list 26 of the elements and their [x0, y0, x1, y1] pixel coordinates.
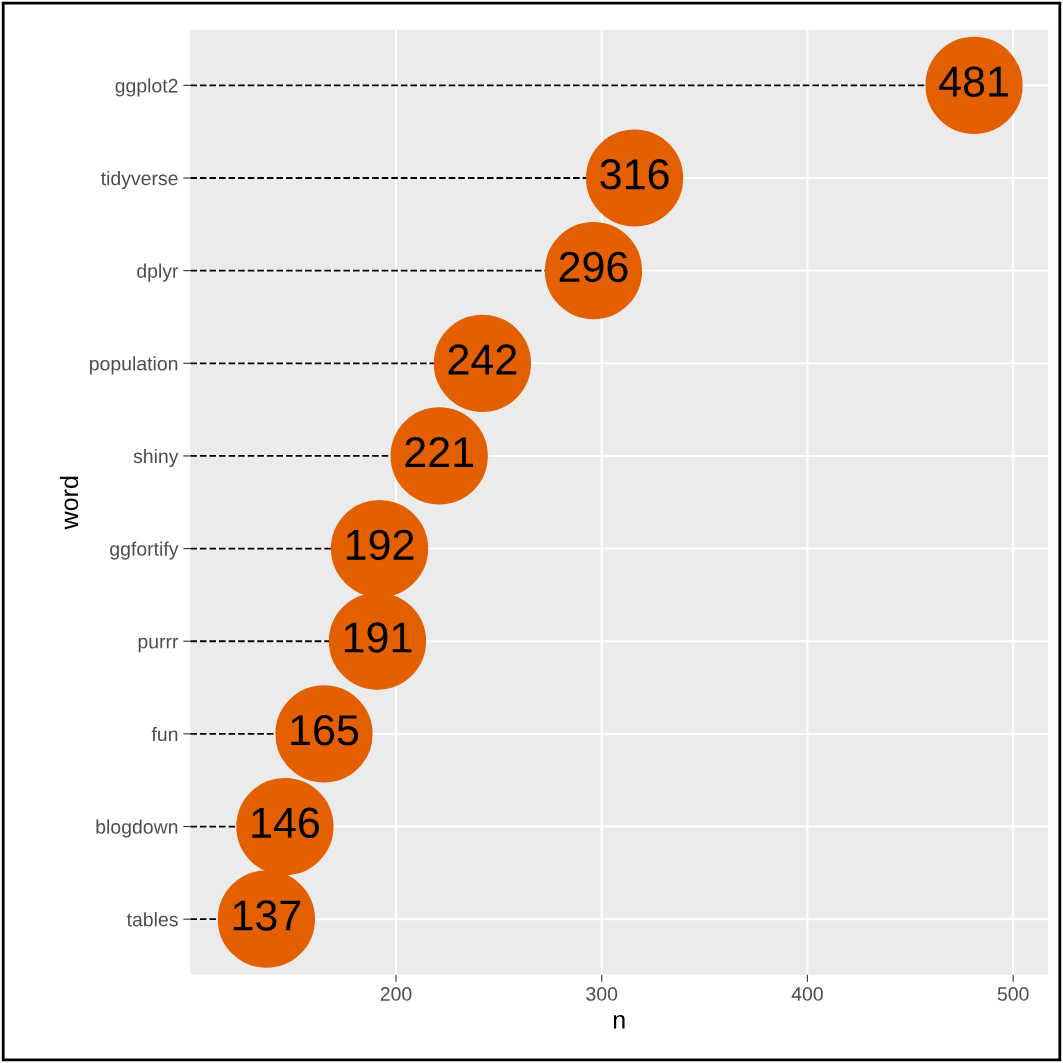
- data-label: 192: [346, 529, 414, 561]
- y-tick-label: population: [89, 356, 178, 375]
- y-tick-label: ggfortify: [110, 541, 179, 560]
- y-axis-title: word: [59, 476, 79, 530]
- data-label: 242: [448, 344, 517, 375]
- y-tick-label: purrr: [138, 637, 179, 653]
- y-tick-label: tidyverse: [100, 170, 178, 190]
- data-label: 191: [344, 622, 412, 653]
- x-tick-label: 500: [997, 987, 1029, 1001]
- x-tick-label: 400: [791, 987, 823, 1001]
- data-label: 221: [405, 437, 474, 468]
- y-tick-label: tables: [126, 912, 178, 927]
- y-tick-label: ggplot2: [115, 78, 178, 97]
- x-axis-title: n: [613, 1014, 625, 1029]
- data-label: 165: [291, 714, 359, 746]
- data-label: 296: [559, 251, 628, 283]
- data-label: 137: [233, 900, 301, 931]
- y-tick-label: dplyr: [137, 263, 179, 282]
- data-label: 481: [939, 66, 1008, 97]
- x-tick-label: 200: [380, 987, 412, 1001]
- data-label: 146: [252, 807, 319, 839]
- y-tick-label: fun: [151, 726, 178, 742]
- data-label: 316: [600, 159, 669, 190]
- y-tick-label: shiny: [133, 448, 179, 468]
- x-tick-label: 300: [586, 987, 618, 1001]
- y-tick-label: blogdown: [96, 819, 178, 838]
